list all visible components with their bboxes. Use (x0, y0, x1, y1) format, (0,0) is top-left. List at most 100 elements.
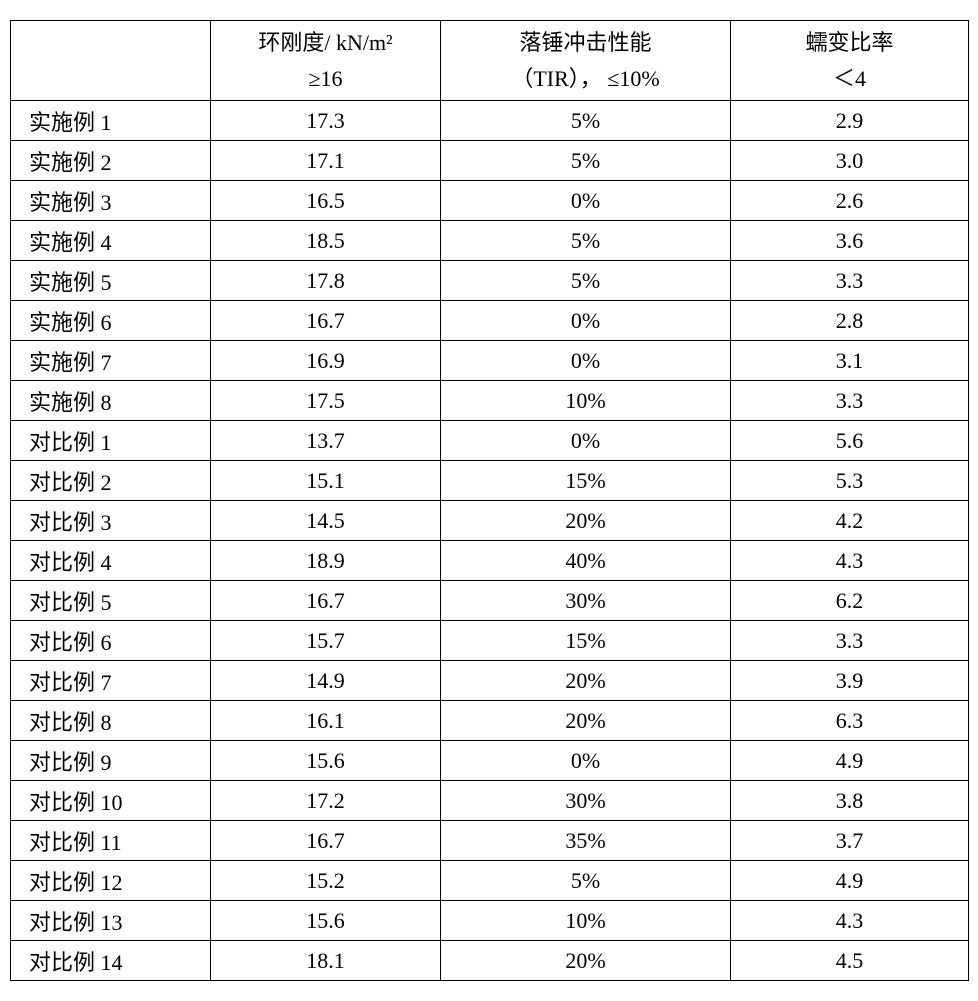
data-cell: 10% (441, 381, 731, 421)
table-row: 实施例 316.50%2.6 (11, 181, 969, 221)
data-cell: 17.3 (211, 101, 441, 141)
table-header-cell: 蠕变比率 ＜4 (731, 21, 969, 101)
data-cell: 16.7 (211, 581, 441, 621)
table-header-cell (11, 21, 211, 101)
data-cell: 0% (441, 181, 731, 221)
data-cell: 15.6 (211, 901, 441, 941)
data-cell: 30% (441, 581, 731, 621)
table-row: 对比例 1017.230%3.8 (11, 781, 969, 821)
data-cell: 6.2 (731, 581, 969, 621)
data-cell: 16.9 (211, 341, 441, 381)
table-row: 对比例 714.920%3.9 (11, 661, 969, 701)
data-cell: 14.5 (211, 501, 441, 541)
data-cell: 18.1 (211, 941, 441, 981)
data-cell: 3.0 (731, 141, 969, 181)
data-cell: 5% (441, 221, 731, 261)
data-cell: 18.5 (211, 221, 441, 261)
header-line2: ＜4 (833, 66, 866, 91)
data-cell: 15% (441, 461, 731, 501)
table-row: 对比例 516.730%6.2 (11, 581, 969, 621)
table-row: 对比例 1215.25%4.9 (11, 861, 969, 901)
table-row: 对比例 915.60%4.9 (11, 741, 969, 781)
data-cell: 4.5 (731, 941, 969, 981)
data-cell: 17.1 (211, 141, 441, 181)
data-cell: 4.2 (731, 501, 969, 541)
table-row: 对比例 314.520%4.2 (11, 501, 969, 541)
data-cell: 3.1 (731, 341, 969, 381)
table-row: 对比例 1315.610%4.3 (11, 901, 969, 941)
data-cell: 20% (441, 701, 731, 741)
data-cell: 3.8 (731, 781, 969, 821)
data-cell: 17.8 (211, 261, 441, 301)
header-line1: 蠕变比率 (805, 30, 893, 55)
data-cell: 3.3 (731, 381, 969, 421)
data-cell: 17.5 (211, 381, 441, 421)
table-row: 实施例 517.85%3.3 (11, 261, 969, 301)
data-cell: 17.2 (211, 781, 441, 821)
row-label-cell: 实施例 1 (11, 101, 211, 141)
row-label-cell: 对比例 3 (11, 501, 211, 541)
data-cell: 16.7 (211, 301, 441, 341)
data-cell: 6.3 (731, 701, 969, 741)
data-cell: 5% (441, 261, 731, 301)
table-row: 实施例 716.90%3.1 (11, 341, 969, 381)
row-label-cell: 对比例 7 (11, 661, 211, 701)
table-row: 对比例 615.715%3.3 (11, 621, 969, 661)
table-row: 实施例 217.15%3.0 (11, 141, 969, 181)
data-cell: 0% (441, 341, 731, 381)
data-cell: 4.3 (731, 541, 969, 581)
data-cell: 16.7 (211, 821, 441, 861)
table-row: 对比例 816.120%6.3 (11, 701, 969, 741)
row-label-cell: 对比例 10 (11, 781, 211, 821)
data-cell: 16.5 (211, 181, 441, 221)
row-label-cell: 对比例 5 (11, 581, 211, 621)
row-label-cell: 对比例 14 (11, 941, 211, 981)
row-label-cell: 实施例 4 (11, 221, 211, 261)
data-cell: 15.1 (211, 461, 441, 501)
table-row: 实施例 616.70%2.8 (11, 301, 969, 341)
data-cell: 2.6 (731, 181, 969, 221)
row-label-cell: 对比例 9 (11, 741, 211, 781)
row-label-cell: 对比例 8 (11, 701, 211, 741)
data-cell: 10% (441, 901, 731, 941)
row-label-cell: 对比例 4 (11, 541, 211, 581)
data-cell: 40% (441, 541, 731, 581)
data-cell: 18.9 (211, 541, 441, 581)
table-row: 对比例 1418.120%4.5 (11, 941, 969, 981)
table-row: 实施例 117.35%2.9 (11, 101, 969, 141)
data-cell: 3.3 (731, 261, 969, 301)
row-label-cell: 对比例 11 (11, 821, 211, 861)
data-cell: 0% (441, 741, 731, 781)
data-cell: 5.3 (731, 461, 969, 501)
data-cell: 0% (441, 421, 731, 461)
header-line1: 环刚度/ kN/m² (258, 30, 392, 55)
data-cell: 35% (441, 821, 731, 861)
data-cell: 5% (441, 861, 731, 901)
row-label-cell: 实施例 6 (11, 301, 211, 341)
table-row: 实施例 817.510%3.3 (11, 381, 969, 421)
row-label-cell: 实施例 3 (11, 181, 211, 221)
data-cell: 15% (441, 621, 731, 661)
data-table: 环刚度/ kN/m² ≥16 落锤冲击性能 （TIR）， ≤10% 蠕变比率 ＜4 实施例 … (10, 20, 969, 981)
data-cell: 3.9 (731, 661, 969, 701)
row-label-cell: 对比例 6 (11, 621, 211, 661)
table-header-cell: 落锤冲击性能 （TIR）， ≤10% (441, 21, 731, 101)
data-cell: 3.7 (731, 821, 969, 861)
header-line2: （TIR）， ≤10% (511, 66, 659, 91)
row-label-cell: 对比例 2 (11, 461, 211, 501)
data-cell: 13.7 (211, 421, 441, 461)
data-cell: 14.9 (211, 661, 441, 701)
header-line2: ≥16 (308, 66, 342, 91)
row-label-cell: 实施例 7 (11, 341, 211, 381)
data-cell: 0% (441, 301, 731, 341)
data-cell: 4.9 (731, 861, 969, 901)
header-line1: 落锤冲击性能 (519, 30, 651, 55)
data-cell: 5% (441, 101, 731, 141)
row-label-cell: 实施例 8 (11, 381, 211, 421)
table-row: 实施例 418.55%3.6 (11, 221, 969, 261)
table-header-cell: 环刚度/ kN/m² ≥16 (211, 21, 441, 101)
row-label-cell: 实施例 5 (11, 261, 211, 301)
data-cell: 20% (441, 501, 731, 541)
data-cell: 30% (441, 781, 731, 821)
data-cell: 15.2 (211, 861, 441, 901)
